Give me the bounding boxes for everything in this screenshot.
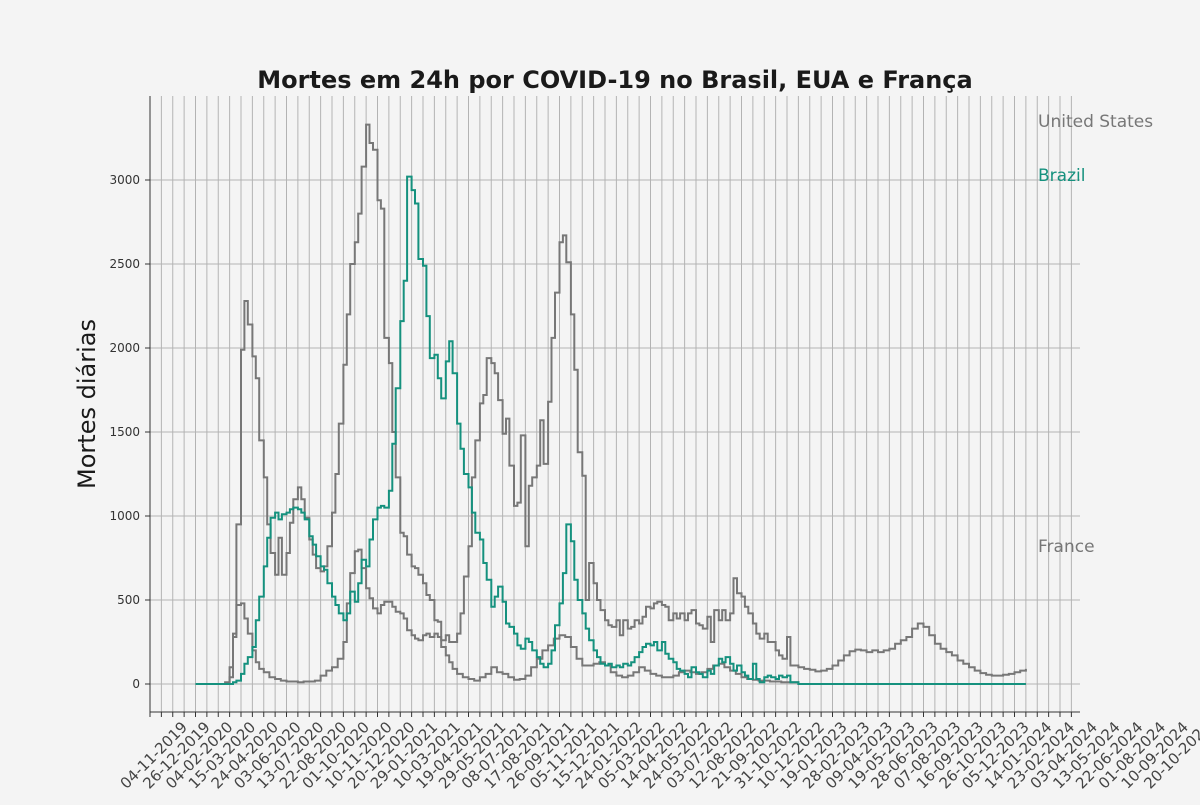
y-axis-label: Mortes diárias (73, 319, 101, 489)
y-tick-label: 2000 (109, 341, 140, 355)
series-label-united-states: United States (1038, 112, 1153, 132)
y-tick-label: 2500 (109, 257, 140, 271)
axes: 05001000150020002500300004-11-201926-12-… (109, 96, 1200, 792)
series-label-france: France (1038, 537, 1095, 557)
y-tick-label: 3000 (109, 173, 140, 187)
y-tick-label: 0 (132, 677, 140, 691)
y-tick-label: 500 (117, 593, 140, 607)
series-labels: United States Brazil France (1038, 112, 1153, 557)
series-label-brazil: Brazil (1038, 166, 1085, 186)
y-tick-label: 1000 (109, 509, 140, 523)
series-line-brazil (195, 175, 1026, 685)
series-layer (195, 123, 1027, 685)
y-tick-label: 1500 (109, 425, 140, 439)
chart-title: Mortes em 24h por COVID-19 no Brasil, EU… (257, 66, 972, 94)
series-line-united-states (195, 123, 1027, 685)
